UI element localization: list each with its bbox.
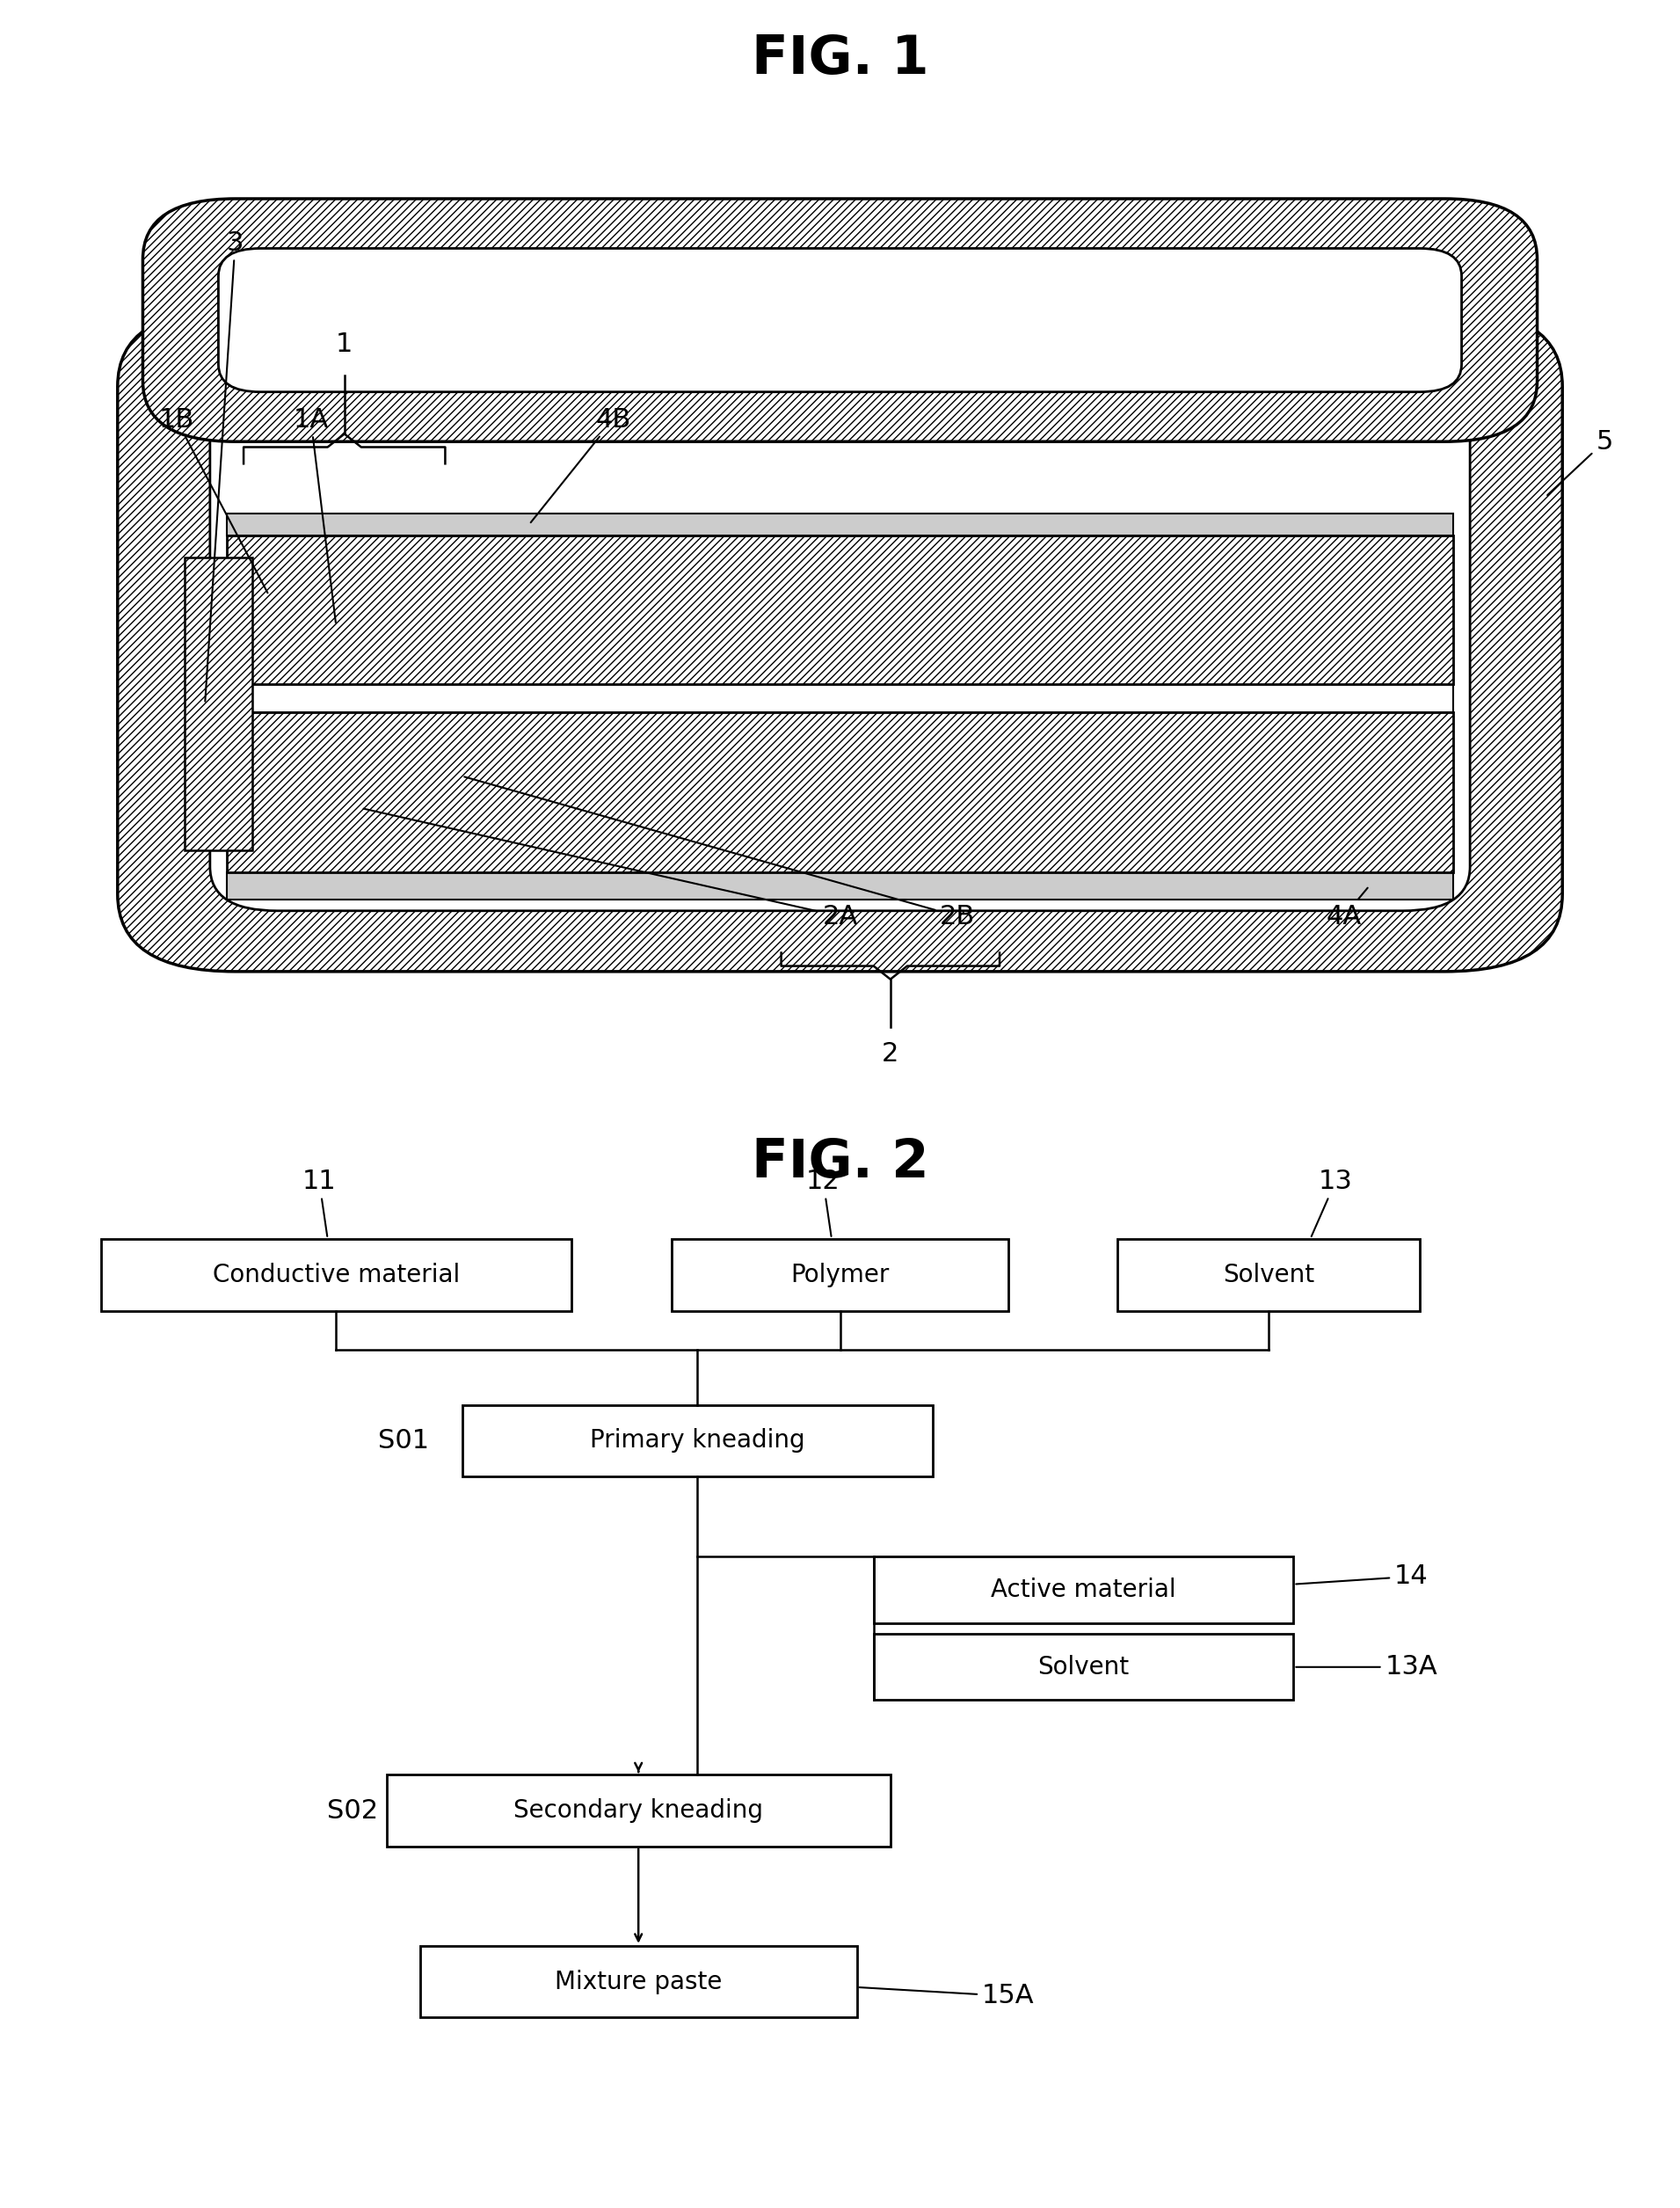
Text: Solvent: Solvent xyxy=(1038,1654,1129,1680)
Bar xyxy=(227,711,1453,872)
Text: S01: S01 xyxy=(378,1429,428,1453)
Text: Primary kneading: Primary kneading xyxy=(590,1429,805,1453)
Text: 12: 12 xyxy=(806,1168,840,1236)
Text: 5: 5 xyxy=(1547,428,1613,495)
Text: 15A: 15A xyxy=(858,1983,1035,2009)
FancyBboxPatch shape xyxy=(118,309,1562,972)
FancyBboxPatch shape xyxy=(210,360,1470,910)
Text: 1: 1 xyxy=(336,331,353,355)
Bar xyxy=(386,1775,890,1846)
Text: 1A: 1A xyxy=(292,406,336,623)
Bar xyxy=(1117,1239,1420,1312)
Bar xyxy=(227,512,1453,537)
Text: 3: 3 xyxy=(205,230,244,702)
Bar xyxy=(101,1239,571,1312)
Text: 4B: 4B xyxy=(531,406,632,523)
Bar xyxy=(227,684,1453,711)
Text: 2A: 2A xyxy=(363,808,858,930)
Text: FIG. 1: FIG. 1 xyxy=(751,33,929,84)
Text: FIG. 2: FIG. 2 xyxy=(751,1137,929,1188)
Text: 13A: 13A xyxy=(1295,1654,1438,1680)
Bar xyxy=(185,559,252,850)
Bar xyxy=(874,1634,1294,1700)
Text: 1B: 1B xyxy=(158,406,267,594)
Text: 2: 2 xyxy=(882,1042,899,1066)
Bar xyxy=(227,534,1453,684)
Text: Polymer: Polymer xyxy=(791,1263,889,1287)
Text: Solvent: Solvent xyxy=(1223,1263,1314,1287)
FancyBboxPatch shape xyxy=(143,199,1537,442)
Text: S02: S02 xyxy=(328,1797,378,1824)
FancyBboxPatch shape xyxy=(218,250,1462,393)
Text: Mixture paste: Mixture paste xyxy=(554,1970,722,1994)
Text: Secondary kneading: Secondary kneading xyxy=(514,1797,763,1824)
Bar xyxy=(420,1945,857,2018)
Bar xyxy=(227,872,1453,901)
Text: 14: 14 xyxy=(1295,1563,1428,1590)
Text: 4A: 4A xyxy=(1326,888,1368,930)
Text: 2B: 2B xyxy=(464,777,976,930)
Bar xyxy=(462,1404,932,1477)
Bar xyxy=(672,1239,1008,1312)
Bar xyxy=(874,1557,1294,1623)
Text: Conductive material: Conductive material xyxy=(212,1263,460,1287)
Bar xyxy=(227,534,1453,684)
Text: 11: 11 xyxy=(302,1168,336,1236)
Bar xyxy=(227,711,1453,872)
Text: Active material: Active material xyxy=(991,1577,1176,1603)
Text: 13: 13 xyxy=(1312,1168,1352,1236)
Bar xyxy=(185,559,252,850)
